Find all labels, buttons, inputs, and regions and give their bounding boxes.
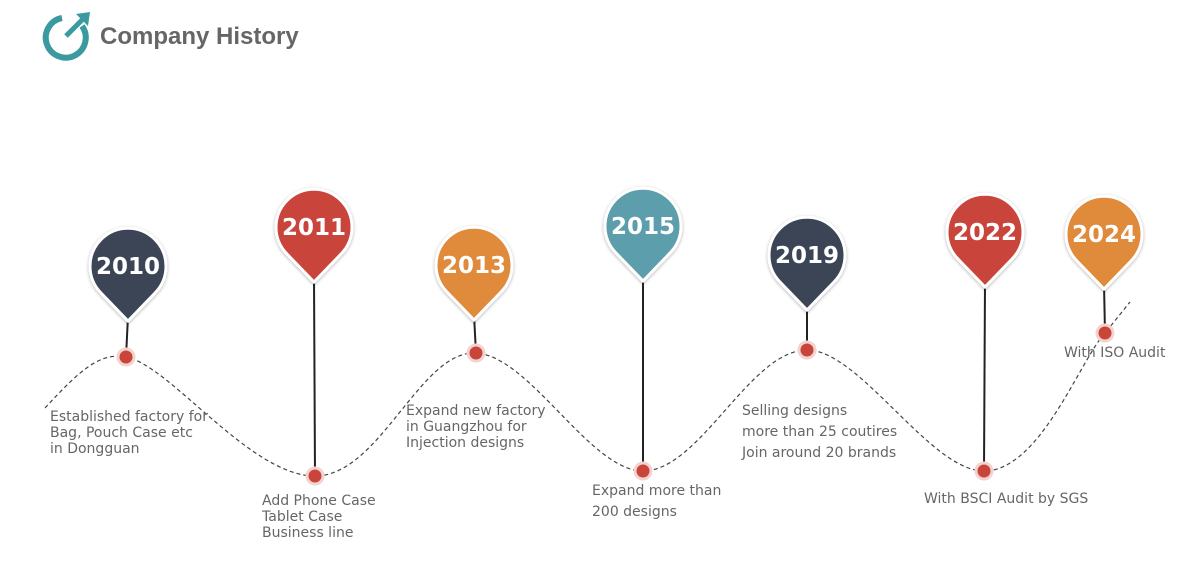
- year-label: 2015: [611, 214, 675, 240]
- stem: [983, 281, 986, 472]
- milestone-description: Join around 20 brands: [741, 445, 896, 461]
- pin: [274, 187, 354, 285]
- milestone-description: Selling designs: [742, 403, 847, 419]
- pin: [603, 186, 683, 284]
- milestone-description: in Dongguan: [50, 441, 140, 457]
- wave-path: [44, 301, 1131, 477]
- milestone-description: Tablet Case: [261, 509, 342, 525]
- timeline-dot: [466, 343, 486, 363]
- milestone-description: With BSCI Audit by SGS: [924, 491, 1088, 507]
- pin: [88, 226, 168, 324]
- pin: [945, 192, 1025, 290]
- stem: [313, 276, 316, 477]
- year-label: 2011: [282, 215, 346, 241]
- timeline-dot: [305, 466, 325, 486]
- milestone-description: more than 25 coutires: [742, 424, 897, 440]
- milestone: 2024 With ISO Audit: [1064, 194, 1166, 361]
- timeline-dot: [116, 347, 136, 367]
- pin: [1064, 194, 1144, 292]
- year-label: 2010: [96, 254, 160, 280]
- year-label: 2013: [442, 253, 506, 279]
- milestone-description: Business line: [262, 525, 353, 541]
- pin: [767, 215, 847, 313]
- milestone: 2015 Expand more than 200 designs: [592, 186, 721, 520]
- milestone-description: Add Phone Case: [262, 493, 376, 509]
- milestone-description: Injection designs: [406, 435, 524, 451]
- milestone-description: Bag, Pouch Case etc: [50, 425, 193, 441]
- milestone: 2022 With BSCI Audit by SGS: [924, 192, 1088, 507]
- timeline-dot: [633, 461, 653, 481]
- milestone-description: Expand more than: [592, 483, 721, 499]
- milestone-description: in Guangzhou for: [406, 419, 527, 435]
- year-label: 2024: [1072, 222, 1136, 248]
- pin: [434, 225, 514, 323]
- year-label: 2022: [953, 220, 1017, 246]
- timeline-dot: [974, 461, 994, 481]
- timeline-dot: [1095, 323, 1115, 343]
- timeline-dot: [797, 340, 817, 360]
- header-icon: [42, 12, 90, 61]
- year-label: 2019: [775, 243, 839, 269]
- milestone-description: With ISO Audit: [1064, 345, 1166, 361]
- milestone-description: 200 designs: [592, 504, 677, 520]
- milestone-description: Established factory for: [50, 409, 208, 425]
- milestone: 2019 Selling designs more than 25 coutires…: [741, 215, 897, 461]
- page-title: Company History: [100, 23, 299, 50]
- milestone-description: Expand new factory: [406, 403, 546, 419]
